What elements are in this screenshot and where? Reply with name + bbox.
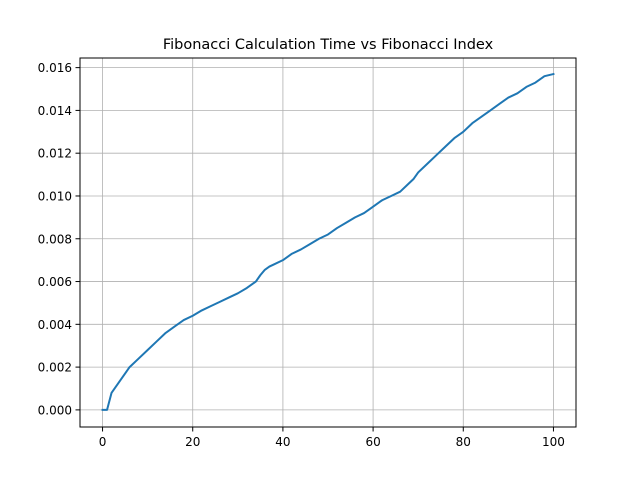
axes — [79, 57, 577, 428]
y-tick-label: 0.008 — [38, 232, 72, 246]
ticks: 0 20 40 60 80 100 0.000 0.002 0.004 0.006 0.008 0.0… — [38, 61, 565, 449]
y-tick-label: 0.014 — [38, 104, 72, 118]
series-line — [101, 72, 555, 411]
x-tick-label: 100 — [542, 435, 565, 449]
y-tick-label: 0.012 — [38, 147, 72, 161]
x-tick-label: 80 — [456, 435, 471, 449]
chart-title: Fibonacci Calculation Time vs Fibonacci … — [163, 37, 494, 53]
x-tick-label: 60 — [365, 435, 380, 449]
x-tick-label: 0 — [99, 435, 107, 449]
y-tick-label: 0.002 — [38, 361, 72, 375]
x-tick-label: 40 — [275, 435, 290, 449]
y-tick-label: 0.016 — [38, 61, 72, 75]
axes-frame — [79, 57, 577, 428]
series-layer — [101, 72, 555, 411]
x-tick-label: 20 — [185, 435, 200, 449]
y-tick-label: 0.000 — [38, 403, 72, 417]
grid-lines — [80, 58, 576, 427]
y-tick-label: 0.004 — [38, 318, 72, 332]
y-tick-label: 0.010 — [38, 189, 72, 203]
plot-area — [80, 58, 576, 427]
y-tick-label: 0.006 — [38, 275, 72, 289]
